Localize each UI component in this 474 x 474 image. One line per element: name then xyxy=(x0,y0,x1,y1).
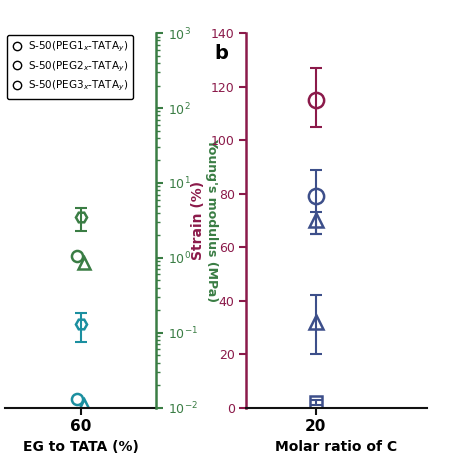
Y-axis label: Strain (%): Strain (%) xyxy=(191,181,205,260)
X-axis label: Molar ratio of C: Molar ratio of C xyxy=(275,440,398,454)
Legend: S-50(PEG1$_x$-TATA$_y$), S-50(PEG2$_x$-TATA$_y$), S-50(PEG3$_x$-TATA$_y$): S-50(PEG1$_x$-TATA$_y$), S-50(PEG2$_x$-T… xyxy=(7,35,133,99)
X-axis label: EG to TATA (%): EG to TATA (%) xyxy=(23,440,138,454)
Text: b: b xyxy=(214,45,228,64)
Y-axis label: Young's modulus (MPa): Young's modulus (MPa) xyxy=(205,138,218,302)
